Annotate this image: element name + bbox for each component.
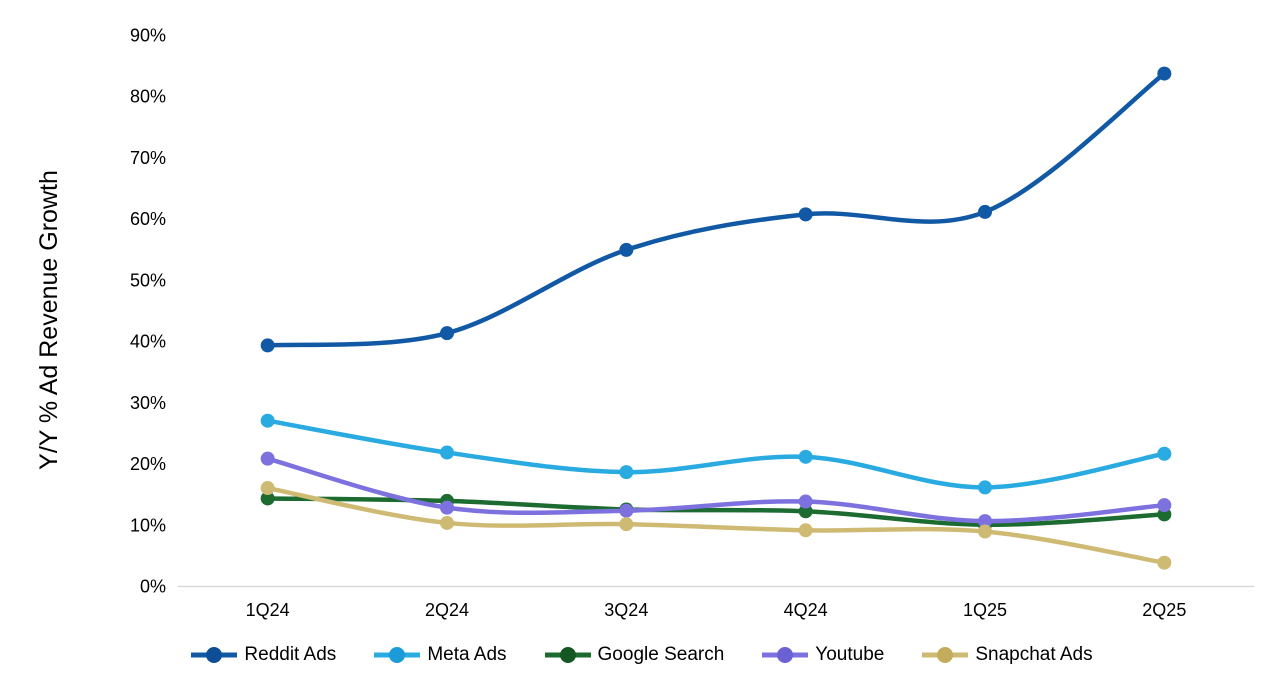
data-point-google-search [260, 491, 275, 506]
y-tick-label: 60% [130, 209, 166, 229]
data-point-youtube [978, 514, 992, 529]
legend-marker-icon [191, 647, 238, 663]
data-point-meta-ads [1157, 446, 1172, 461]
legend-item-reddit-ads: Reddit Ads [189, 644, 336, 666]
data-point-reddit-ads [798, 207, 813, 222]
data-point-youtube [798, 494, 813, 509]
data-point-reddit-ads [1157, 66, 1172, 81]
x-axis-label: 4Q24 [784, 600, 828, 620]
data-point-reddit-ads [978, 204, 992, 219]
y-tick-label: 20% [130, 454, 166, 474]
data-point-snapchat-ads [619, 517, 634, 532]
legend-item-google-search: Google Search [543, 644, 725, 666]
data-point-snapchat-ads [260, 481, 275, 496]
y-tick-label: 10% [130, 515, 166, 535]
legend: Reddit Ads Meta Ads Google Search Youtube Sn… [0, 640, 1282, 670]
legend-marker-icon [374, 647, 421, 663]
data-point-meta-ads [619, 465, 634, 480]
y-tick-label: 50% [130, 270, 166, 290]
legend-marker-icon [544, 647, 591, 663]
data-point-meta-ads [978, 480, 992, 495]
data-point-snapchat-ads [1157, 555, 1172, 570]
series-line-youtube [265, 456, 1167, 524]
legend-item-snapchat-ads: Snapchat Ads [920, 644, 1093, 666]
series-line-reddit-ads [265, 71, 1167, 348]
y-tick-label: 30% [130, 393, 166, 413]
data-point-snapchat-ads [978, 524, 992, 539]
series-line-snapchat-ads [265, 485, 1167, 565]
y-tick-label: 80% [130, 87, 166, 107]
data-point-snapchat-ads [798, 523, 813, 538]
data-point-youtube [619, 503, 634, 518]
legend-marker-icon [922, 647, 969, 663]
x-axis-label: 1Q25 [963, 600, 1007, 620]
data-point-reddit-ads [619, 242, 634, 257]
data-point-google-search [798, 504, 813, 519]
x-axis-label: 1Q24 [246, 600, 290, 620]
legend-label: Youtube [815, 644, 885, 665]
x-axis-label: 2Q25 [1142, 600, 1186, 620]
legend-label: Google Search [597, 644, 725, 665]
x-axis-label: 3Q24 [604, 600, 648, 620]
data-point-reddit-ads [260, 338, 275, 353]
legend-item-meta-ads: Meta Ads [372, 644, 507, 666]
y-axis-title: Y/Y % Ad Revenue Growth [35, 170, 63, 470]
series-line-meta-ads [265, 418, 1167, 490]
data-point-meta-ads [260, 413, 275, 428]
y-tick-label: 70% [130, 148, 166, 168]
legend-item-youtube: Youtube [760, 644, 884, 666]
y-tick-label: 40% [130, 332, 166, 352]
legend-label: Meta Ads [427, 644, 507, 665]
legend-label: Snapchat Ads [975, 644, 1093, 665]
data-point-meta-ads [440, 445, 454, 460]
legend-label: Reddit Ads [244, 644, 337, 665]
data-point-youtube [440, 500, 454, 515]
data-point-snapchat-ads [440, 515, 454, 530]
data-point-meta-ads [798, 449, 813, 464]
y-tick-label: 90% [130, 26, 166, 46]
legend-marker-icon [762, 647, 809, 663]
y-tick-label: 0% [140, 577, 166, 597]
data-point-youtube [260, 451, 275, 466]
x-axis-label: 2Q24 [425, 600, 469, 620]
data-point-youtube [1157, 498, 1172, 513]
data-point-reddit-ads [440, 326, 454, 341]
series-line-google-search [265, 496, 1167, 528]
